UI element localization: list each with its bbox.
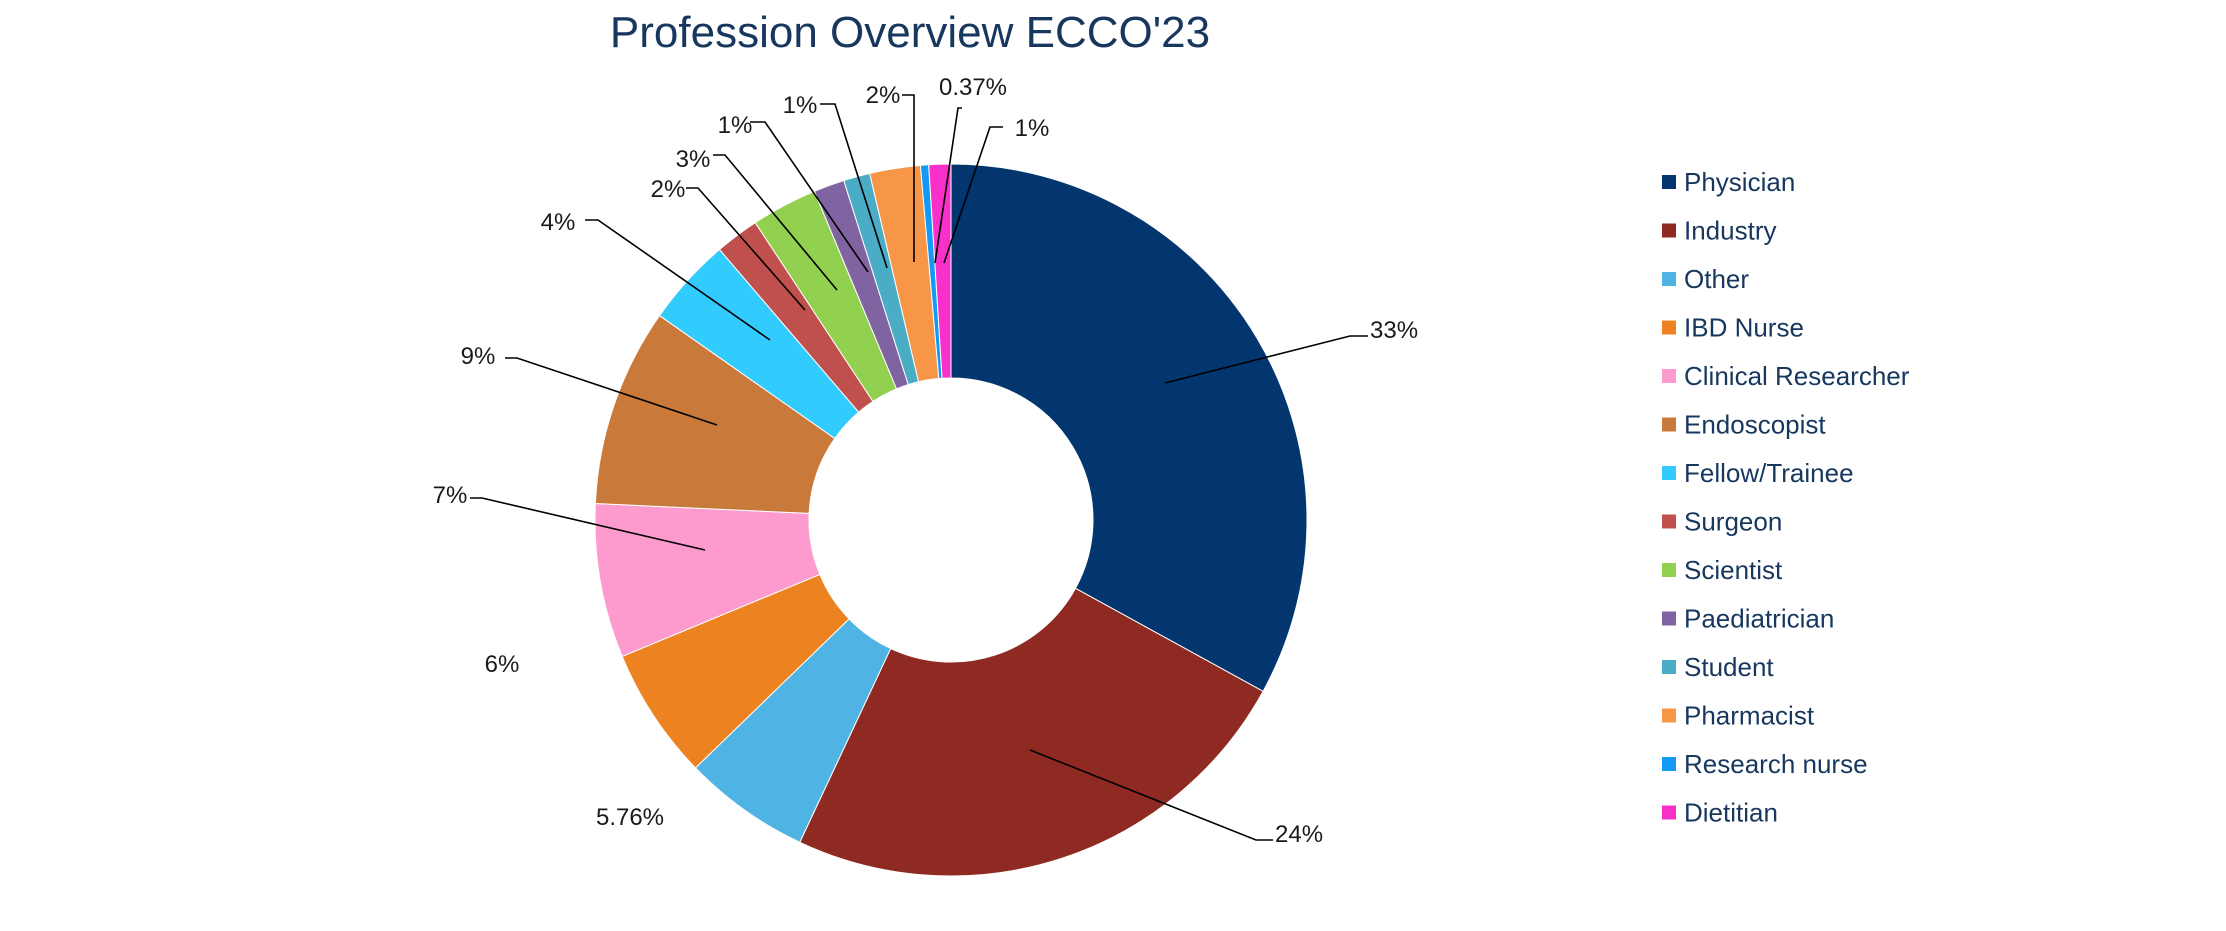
legend-label: IBD Nurse <box>1684 313 1804 343</box>
chart-title: Profession Overview ECCO'23 <box>610 8 1210 57</box>
legend-swatch <box>1662 320 1676 335</box>
legend-swatch <box>1662 175 1676 189</box>
legend-swatch <box>1662 272 1676 286</box>
legend-label: Physician <box>1684 167 1795 197</box>
leader-line <box>750 121 869 273</box>
leader-line <box>943 126 1003 264</box>
leader-lines <box>470 94 1368 841</box>
legend-label: Clinical Researcher <box>1684 361 1910 391</box>
legend-label: Fellow/Trainee <box>1684 458 1854 488</box>
legend-swatch <box>1662 466 1676 480</box>
data-label: 33% <box>1370 317 1418 344</box>
data-label: 2% <box>866 82 901 109</box>
leader-line <box>505 357 718 426</box>
data-label: 9% <box>461 343 496 370</box>
data-label: 7% <box>433 482 468 509</box>
percentage-labels: 33% 24% 5.76% 6% 7% 9% 4% 2% 3% 1% 1% 2% 0.37% 1% <box>433 74 1418 848</box>
legend-swatch <box>1662 708 1676 723</box>
legend-swatch <box>1662 757 1676 771</box>
leader-line <box>686 187 806 311</box>
legend-swatch <box>1662 417 1676 432</box>
legend-swatch <box>1662 369 1676 383</box>
leader-line <box>585 219 771 341</box>
slice-industry <box>799 587 1264 877</box>
donut-slices <box>594 163 1308 877</box>
legend-swatch <box>1662 611 1676 626</box>
leader-line <box>902 94 915 262</box>
data-label: 24% <box>1275 821 1323 848</box>
legend-label: Endoscopist <box>1684 410 1826 440</box>
legend-label: Research nurse <box>1684 749 1868 779</box>
data-label: 1% <box>1015 115 1050 142</box>
legend-swatch <box>1662 223 1676 238</box>
data-label: 1% <box>783 92 818 119</box>
data-label: 5.76% <box>596 804 664 831</box>
legend-label: Industry <box>1684 216 1777 246</box>
legend-swatch <box>1662 660 1676 674</box>
legend-label: Student <box>1684 652 1774 682</box>
slice-physician <box>950 163 1308 692</box>
legend-swatch <box>1662 563 1676 577</box>
leader-line <box>470 497 706 551</box>
legend-label: Other <box>1684 264 1749 294</box>
data-label: 2% <box>651 176 686 203</box>
leader-line <box>820 103 888 269</box>
legend-swatch <box>1662 514 1676 529</box>
data-label: 0.37% <box>939 74 1007 101</box>
slice-dietitian <box>928 163 952 379</box>
leader-line <box>1029 749 1273 841</box>
leader-line <box>713 154 838 291</box>
leader-line <box>1164 335 1368 384</box>
legend: Physician Industry Other IBD Nurse Clinical … <box>1662 167 1910 828</box>
legend-label: Dietitian <box>1684 798 1778 828</box>
data-label: 4% <box>541 209 576 236</box>
data-label: 1% <box>718 112 753 139</box>
legend-label: Surgeon <box>1684 507 1782 537</box>
legend-label: Pharmacist <box>1684 701 1815 731</box>
data-label: 3% <box>676 146 711 173</box>
legend-label: Scientist <box>1684 555 1783 585</box>
legend-label: Paediatrician <box>1684 604 1834 634</box>
leader-line <box>934 107 962 264</box>
legend-swatch <box>1662 805 1676 820</box>
data-label: 6% <box>485 651 520 678</box>
